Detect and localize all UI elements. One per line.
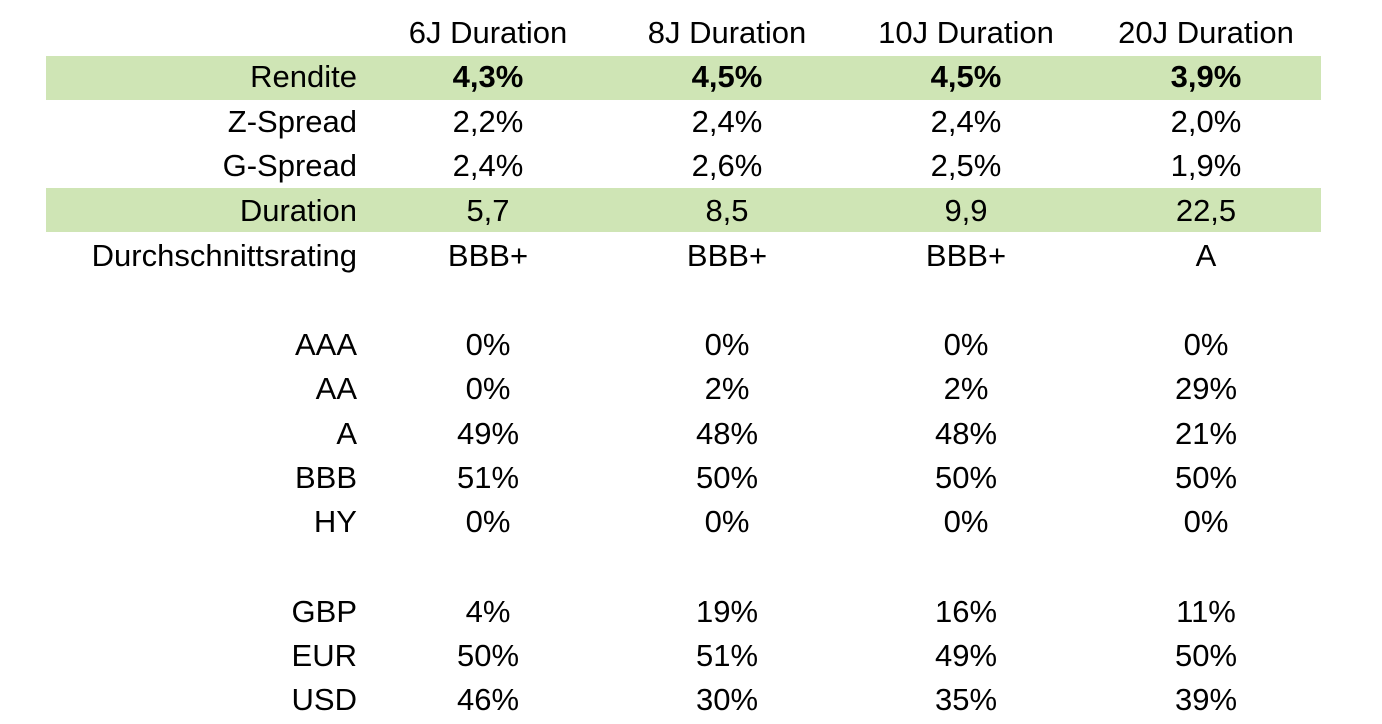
value-cell: 48%	[934, 416, 998, 451]
value-cell: 49%	[456, 416, 520, 451]
value-cell: 0%	[1183, 504, 1229, 539]
column-header: 6J Duration	[408, 15, 568, 50]
value-cell: 2,4%	[691, 104, 763, 139]
row-label: A	[336, 416, 357, 451]
value-cell: 4,5%	[930, 59, 1002, 94]
value-cell: A	[1195, 238, 1217, 273]
value-cell: 0%	[943, 504, 989, 539]
value-cell: 4%	[465, 594, 511, 629]
value-cell: 50%	[1174, 638, 1238, 673]
value-cell: 50%	[456, 638, 520, 673]
value-cell: 2,0%	[1170, 104, 1242, 139]
value-cell: 5,7	[466, 193, 510, 228]
value-cell: 2,6%	[691, 148, 763, 183]
highlight-band-rendite	[46, 56, 1321, 100]
value-cell: 11%	[1176, 594, 1236, 629]
value-cell: 2,2%	[452, 104, 524, 139]
row-currency-usd: USD 46% 30% 35% 39%	[0, 678, 1382, 722]
row-rating-bbb: BBB 51% 50% 50% 50%	[0, 456, 1382, 500]
row-label: Durchschnittsrating	[91, 238, 357, 273]
value-cell: 0%	[1183, 327, 1229, 362]
row-g-spread: G-Spread 2,4% 2,6% 2,5% 1,9%	[0, 144, 1382, 188]
row-label: EUR	[291, 638, 357, 673]
row-z-spread: Z-Spread 2,2% 2,4% 2,4% 2,0%	[0, 100, 1382, 144]
row-label: USD	[291, 682, 357, 717]
value-cell: 29%	[1174, 371, 1238, 406]
row-label: Duration	[239, 193, 357, 228]
value-cell: 0%	[465, 504, 511, 539]
value-cell: 48%	[695, 416, 759, 451]
value-cell: 51%	[456, 460, 520, 495]
row-currency-gbp: GBP 4% 19% 16% 11%	[0, 590, 1382, 634]
row-label: HY	[313, 504, 357, 539]
row-rendite: Rendite 4,3% 4,5% 4,5% 3,9%	[0, 55, 1382, 99]
value-cell: 30%	[695, 682, 759, 717]
value-cell: 51%	[695, 638, 759, 673]
value-cell: 50%	[1174, 460, 1238, 495]
value-cell: BBB+	[686, 238, 768, 273]
column-header: 10J Duration	[878, 15, 1054, 50]
row-duration: Duration 5,7 8,5 9,9 22,5	[0, 189, 1382, 233]
value-cell: 0%	[465, 327, 511, 362]
row-durchschnittsrating: Durchschnittsrating BBB+ BBB+ BBB+ A	[0, 234, 1382, 278]
value-cell: 9,9	[944, 193, 988, 228]
column-header: 20J Duration	[1118, 15, 1294, 50]
value-cell: 19%	[695, 594, 759, 629]
value-cell: 2%	[704, 371, 750, 406]
value-cell: 4,5%	[691, 59, 763, 94]
row-label: AAA	[294, 327, 357, 362]
row-label: AA	[315, 371, 357, 406]
value-cell: 0%	[704, 504, 750, 539]
row-label: G-Spread	[222, 148, 357, 183]
value-cell: 35%	[934, 682, 998, 717]
row-label: Rendite	[250, 59, 357, 94]
row-label: GBP	[291, 594, 357, 629]
value-cell: 2,4%	[452, 148, 524, 183]
value-cell: 4,3%	[452, 59, 524, 94]
value-cell: 50%	[934, 460, 998, 495]
row-rating-hy: HY 0% 0% 0% 0%	[0, 500, 1382, 544]
value-cell: 21%	[1174, 416, 1238, 451]
value-cell: 0%	[704, 327, 750, 362]
column-header: 8J Duration	[647, 15, 807, 50]
row-label: Z-Spread	[227, 104, 357, 139]
highlight-band-duration	[46, 188, 1321, 232]
value-cell: 8,5	[705, 193, 749, 228]
value-cell: BBB+	[447, 238, 529, 273]
row-label: BBB	[294, 460, 357, 495]
value-cell: 2,5%	[930, 148, 1002, 183]
value-cell: 39%	[1174, 682, 1238, 717]
value-cell: 46%	[456, 682, 520, 717]
value-cell: 16%	[934, 594, 998, 629]
value-cell: 2%	[943, 371, 989, 406]
value-cell: 49%	[934, 638, 998, 673]
header-row: 6J Duration 8J Duration 10J Duration 20J…	[0, 11, 1382, 55]
value-cell: 1,9%	[1170, 148, 1242, 183]
value-cell: 0%	[943, 327, 989, 362]
row-rating-a: A 49% 48% 48% 21%	[0, 412, 1382, 456]
row-currency-eur: EUR 50% 51% 49% 50%	[0, 634, 1382, 678]
value-cell: BBB+	[925, 238, 1007, 273]
row-rating-aaa: AAA 0% 0% 0% 0%	[0, 323, 1382, 367]
value-cell: 50%	[695, 460, 759, 495]
value-cell: 3,9%	[1170, 59, 1242, 94]
row-rating-aa: AA 0% 2% 2% 29%	[0, 367, 1382, 411]
value-cell: 0%	[465, 371, 511, 406]
value-cell: 22,5	[1175, 193, 1237, 228]
value-cell: 2,4%	[930, 104, 1002, 139]
